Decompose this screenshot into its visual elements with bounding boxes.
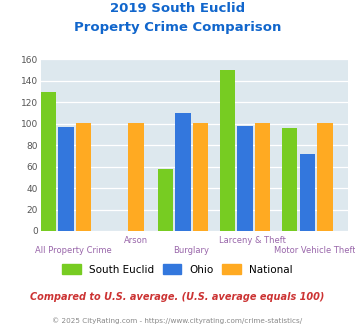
- Bar: [41, 91, 56, 231]
- Bar: [158, 169, 173, 231]
- Text: Arson: Arson: [124, 236, 148, 245]
- Text: © 2025 CityRating.com - https://www.cityrating.com/crime-statistics/: © 2025 CityRating.com - https://www.city…: [53, 317, 302, 324]
- Text: Property Crime Comparison: Property Crime Comparison: [74, 21, 281, 34]
- Bar: [220, 70, 235, 231]
- Bar: [255, 123, 271, 231]
- Bar: [128, 123, 143, 231]
- Text: Motor Vehicle Theft: Motor Vehicle Theft: [274, 246, 355, 255]
- Bar: [300, 154, 315, 231]
- Text: 2019 South Euclid: 2019 South Euclid: [110, 2, 245, 15]
- Bar: [317, 123, 333, 231]
- Text: Burglary: Burglary: [173, 246, 209, 255]
- Bar: [193, 123, 208, 231]
- Text: All Property Crime: All Property Crime: [36, 246, 112, 255]
- Bar: [58, 127, 74, 231]
- Text: Compared to U.S. average. (U.S. average equals 100): Compared to U.S. average. (U.S. average …: [30, 292, 325, 302]
- Bar: [76, 123, 91, 231]
- Bar: [282, 128, 297, 231]
- Text: Larceny & Theft: Larceny & Theft: [219, 236, 286, 245]
- Bar: [175, 113, 191, 231]
- Legend: South Euclid, Ohio, National: South Euclid, Ohio, National: [59, 261, 296, 278]
- Bar: [237, 126, 253, 231]
